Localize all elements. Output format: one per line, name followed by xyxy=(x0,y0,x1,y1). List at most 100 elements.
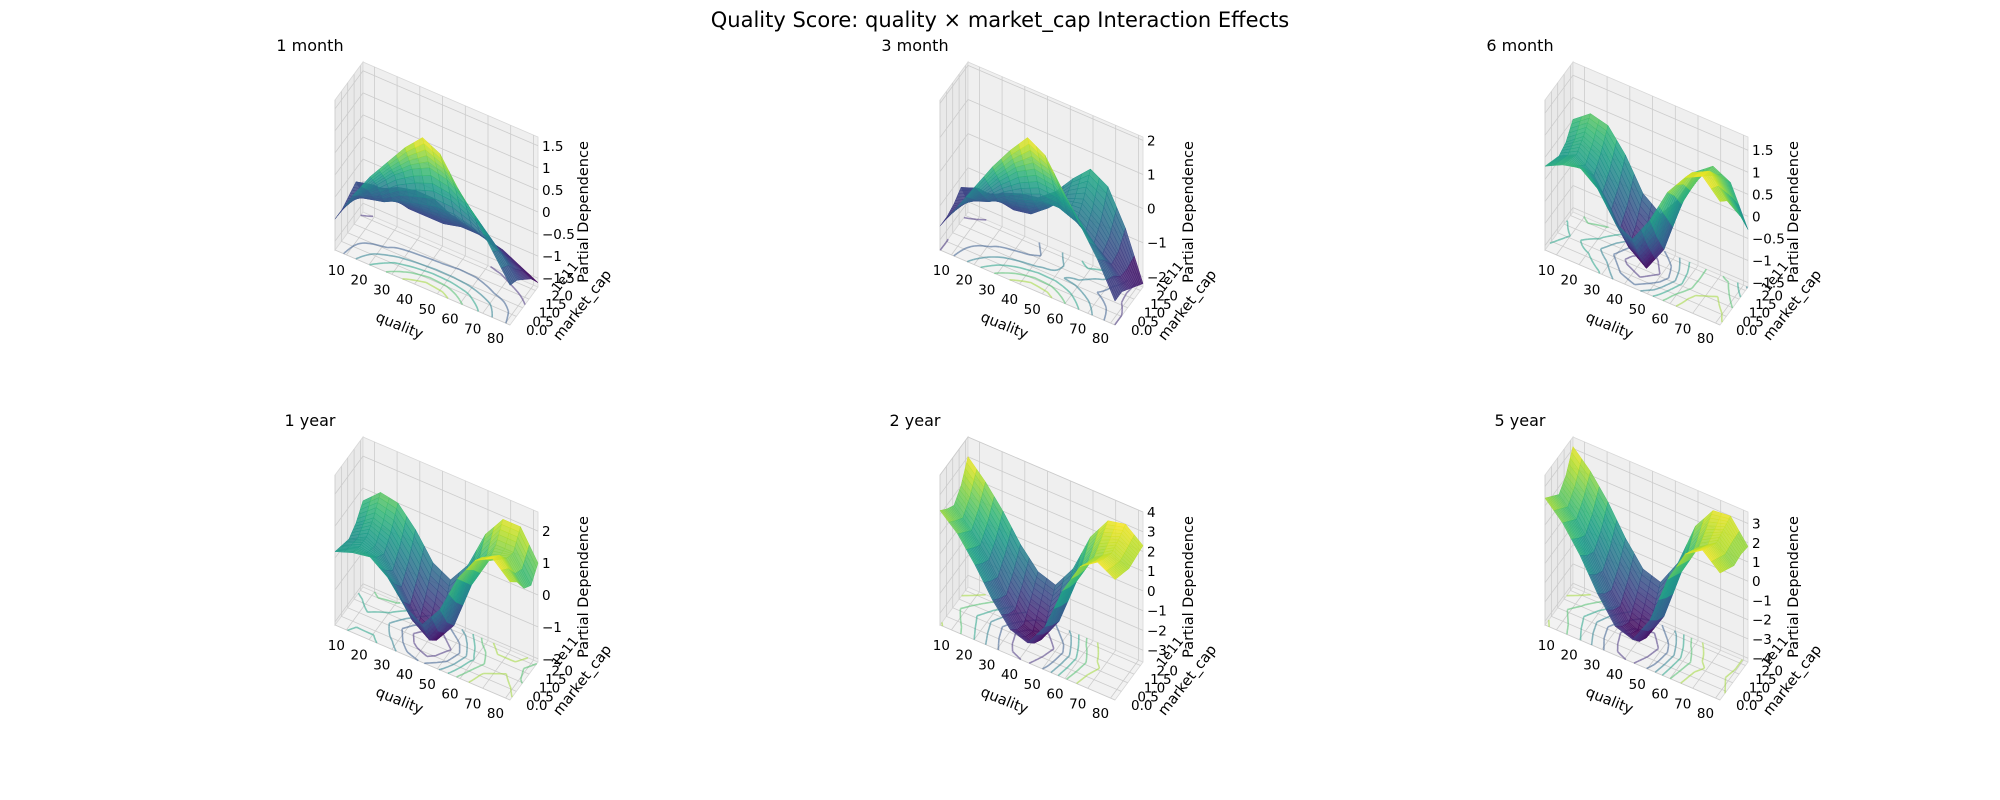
y-tick-label: 1.5 xyxy=(1150,297,1171,313)
grid-line-x xyxy=(391,86,421,275)
grid-line-z xyxy=(939,436,1144,513)
surface-facet xyxy=(1074,192,1086,200)
y-tick-label: 1.0 xyxy=(1749,306,1770,322)
grid-line-x xyxy=(346,441,375,631)
z-tick-label: −4 xyxy=(1752,651,1772,667)
x-tick-label: 50 xyxy=(1629,677,1646,693)
x-tick-label: 60 xyxy=(441,312,458,328)
x-tick-label: 70 xyxy=(1674,321,1691,337)
grid-line-y xyxy=(1563,74,1740,300)
z-tick-label: −2 xyxy=(542,652,562,668)
y-tick-label: 0.5 xyxy=(1742,689,1763,705)
surface-facet xyxy=(1065,193,1077,199)
x-tick-label: 80 xyxy=(1697,331,1714,347)
z-tick-label: 3 xyxy=(1752,517,1761,533)
z-tick-label: 1.5 xyxy=(542,139,563,155)
surface-facet xyxy=(1705,525,1717,530)
y-tick-label: 0.5 xyxy=(532,314,553,330)
x-tick-label: 60 xyxy=(1046,687,1063,703)
grid-line-x xyxy=(1715,135,1744,324)
grid-line-y xyxy=(965,65,1141,291)
z-tick-label: −3 xyxy=(1752,632,1772,648)
y-tick-label: 2.0 xyxy=(1156,663,1177,679)
contour-line xyxy=(369,261,480,312)
surface-facet xyxy=(421,175,433,184)
y-tick-label: 0.5 xyxy=(532,689,553,705)
grid-line-x xyxy=(414,96,443,285)
surface-facet xyxy=(1100,535,1112,541)
z-axis-label: Partial Dependence xyxy=(1786,141,1802,283)
grid-line-x xyxy=(973,76,1003,265)
surface-facet xyxy=(1029,187,1041,195)
y-tick-label: 1.0 xyxy=(1144,306,1165,322)
z-tick-label: 2 xyxy=(1147,544,1156,560)
x-tick-label: 70 xyxy=(1069,321,1086,337)
contour-line xyxy=(1009,279,1053,299)
x-tick-label: 10 xyxy=(1538,638,1555,654)
y-tick-label: 0.0 xyxy=(1131,698,1152,714)
grid-line-z xyxy=(334,455,539,532)
y-tick-label: 2.0 xyxy=(1156,288,1177,304)
grid-line-x xyxy=(368,451,398,640)
y-tick-label: 2.0 xyxy=(551,288,572,304)
z-tick-label: −1 xyxy=(542,249,562,265)
x-tick-label: 80 xyxy=(1092,706,1109,722)
x-tick-label: 40 xyxy=(1001,667,1018,683)
panel-title: 6 month xyxy=(1486,36,1553,55)
grid-line-z xyxy=(1544,185,1749,261)
x-tick-label: 30 xyxy=(373,657,390,673)
z-tick-label: 0 xyxy=(1147,202,1156,218)
surface-facet xyxy=(413,175,424,184)
y-tick-label: 1.5 xyxy=(545,672,566,688)
z-axis-label: Partial Dependence xyxy=(1181,141,1197,283)
x-tick-label: 10 xyxy=(328,263,345,279)
surface-facet xyxy=(1019,181,1031,189)
grid-line-z xyxy=(334,92,539,169)
z-tick-label: −1.5 xyxy=(1752,276,1785,292)
y-tick-label: 2.0 xyxy=(551,663,572,679)
contour-line xyxy=(360,214,526,305)
contour-line xyxy=(953,242,1129,321)
z-axis-label: Partial Dependence xyxy=(576,516,592,658)
x-tick-label: 50 xyxy=(1024,302,1041,318)
x-tick-label: 10 xyxy=(933,263,950,279)
z-axis-label: Partial Dependence xyxy=(1786,516,1802,658)
x-tick-label: 10 xyxy=(933,638,950,654)
z-tick-label: −3 xyxy=(1147,643,1167,659)
grid-line-x xyxy=(346,66,375,256)
contour-line xyxy=(980,260,1105,310)
x-tick-label: 40 xyxy=(396,667,413,683)
z-tick-label: 1 xyxy=(1752,165,1761,181)
surface-facet xyxy=(343,550,355,553)
x-tick-label: 40 xyxy=(1606,667,1623,683)
z-tick-label: −1 xyxy=(1752,254,1772,270)
grid-line-z xyxy=(939,64,1144,141)
panel-title: 1 year xyxy=(285,411,336,430)
surface-facet xyxy=(398,189,410,197)
surface-facet xyxy=(1105,279,1117,302)
x-tick-label: 30 xyxy=(978,282,995,298)
x-tick-label: 50 xyxy=(1629,302,1646,318)
z-tick-label: 1 xyxy=(1147,564,1156,580)
grid-line-y xyxy=(360,440,536,666)
z-tick-label: −1 xyxy=(1147,236,1167,252)
y-tick-label: 2.0 xyxy=(1761,288,1782,304)
surface-facet xyxy=(1013,193,1025,200)
grid-line-x xyxy=(436,480,466,670)
contour-line xyxy=(994,272,1067,305)
grid-line-z xyxy=(939,554,1144,631)
surface-facet xyxy=(500,267,512,286)
surface xyxy=(334,491,539,641)
grid-line-x xyxy=(368,76,398,265)
grid-line-z xyxy=(1544,74,1749,151)
grid-line-y xyxy=(334,475,511,701)
grid-line-x xyxy=(1110,510,1139,699)
y-tick-label: 0.5 xyxy=(1742,314,1763,330)
grid-line-z xyxy=(939,99,1144,175)
right-back-pane xyxy=(1572,61,1749,288)
x-tick-label: 60 xyxy=(441,687,458,703)
x-tick-label: 60 xyxy=(1651,312,1668,328)
x-tick-label: 50 xyxy=(419,677,436,693)
